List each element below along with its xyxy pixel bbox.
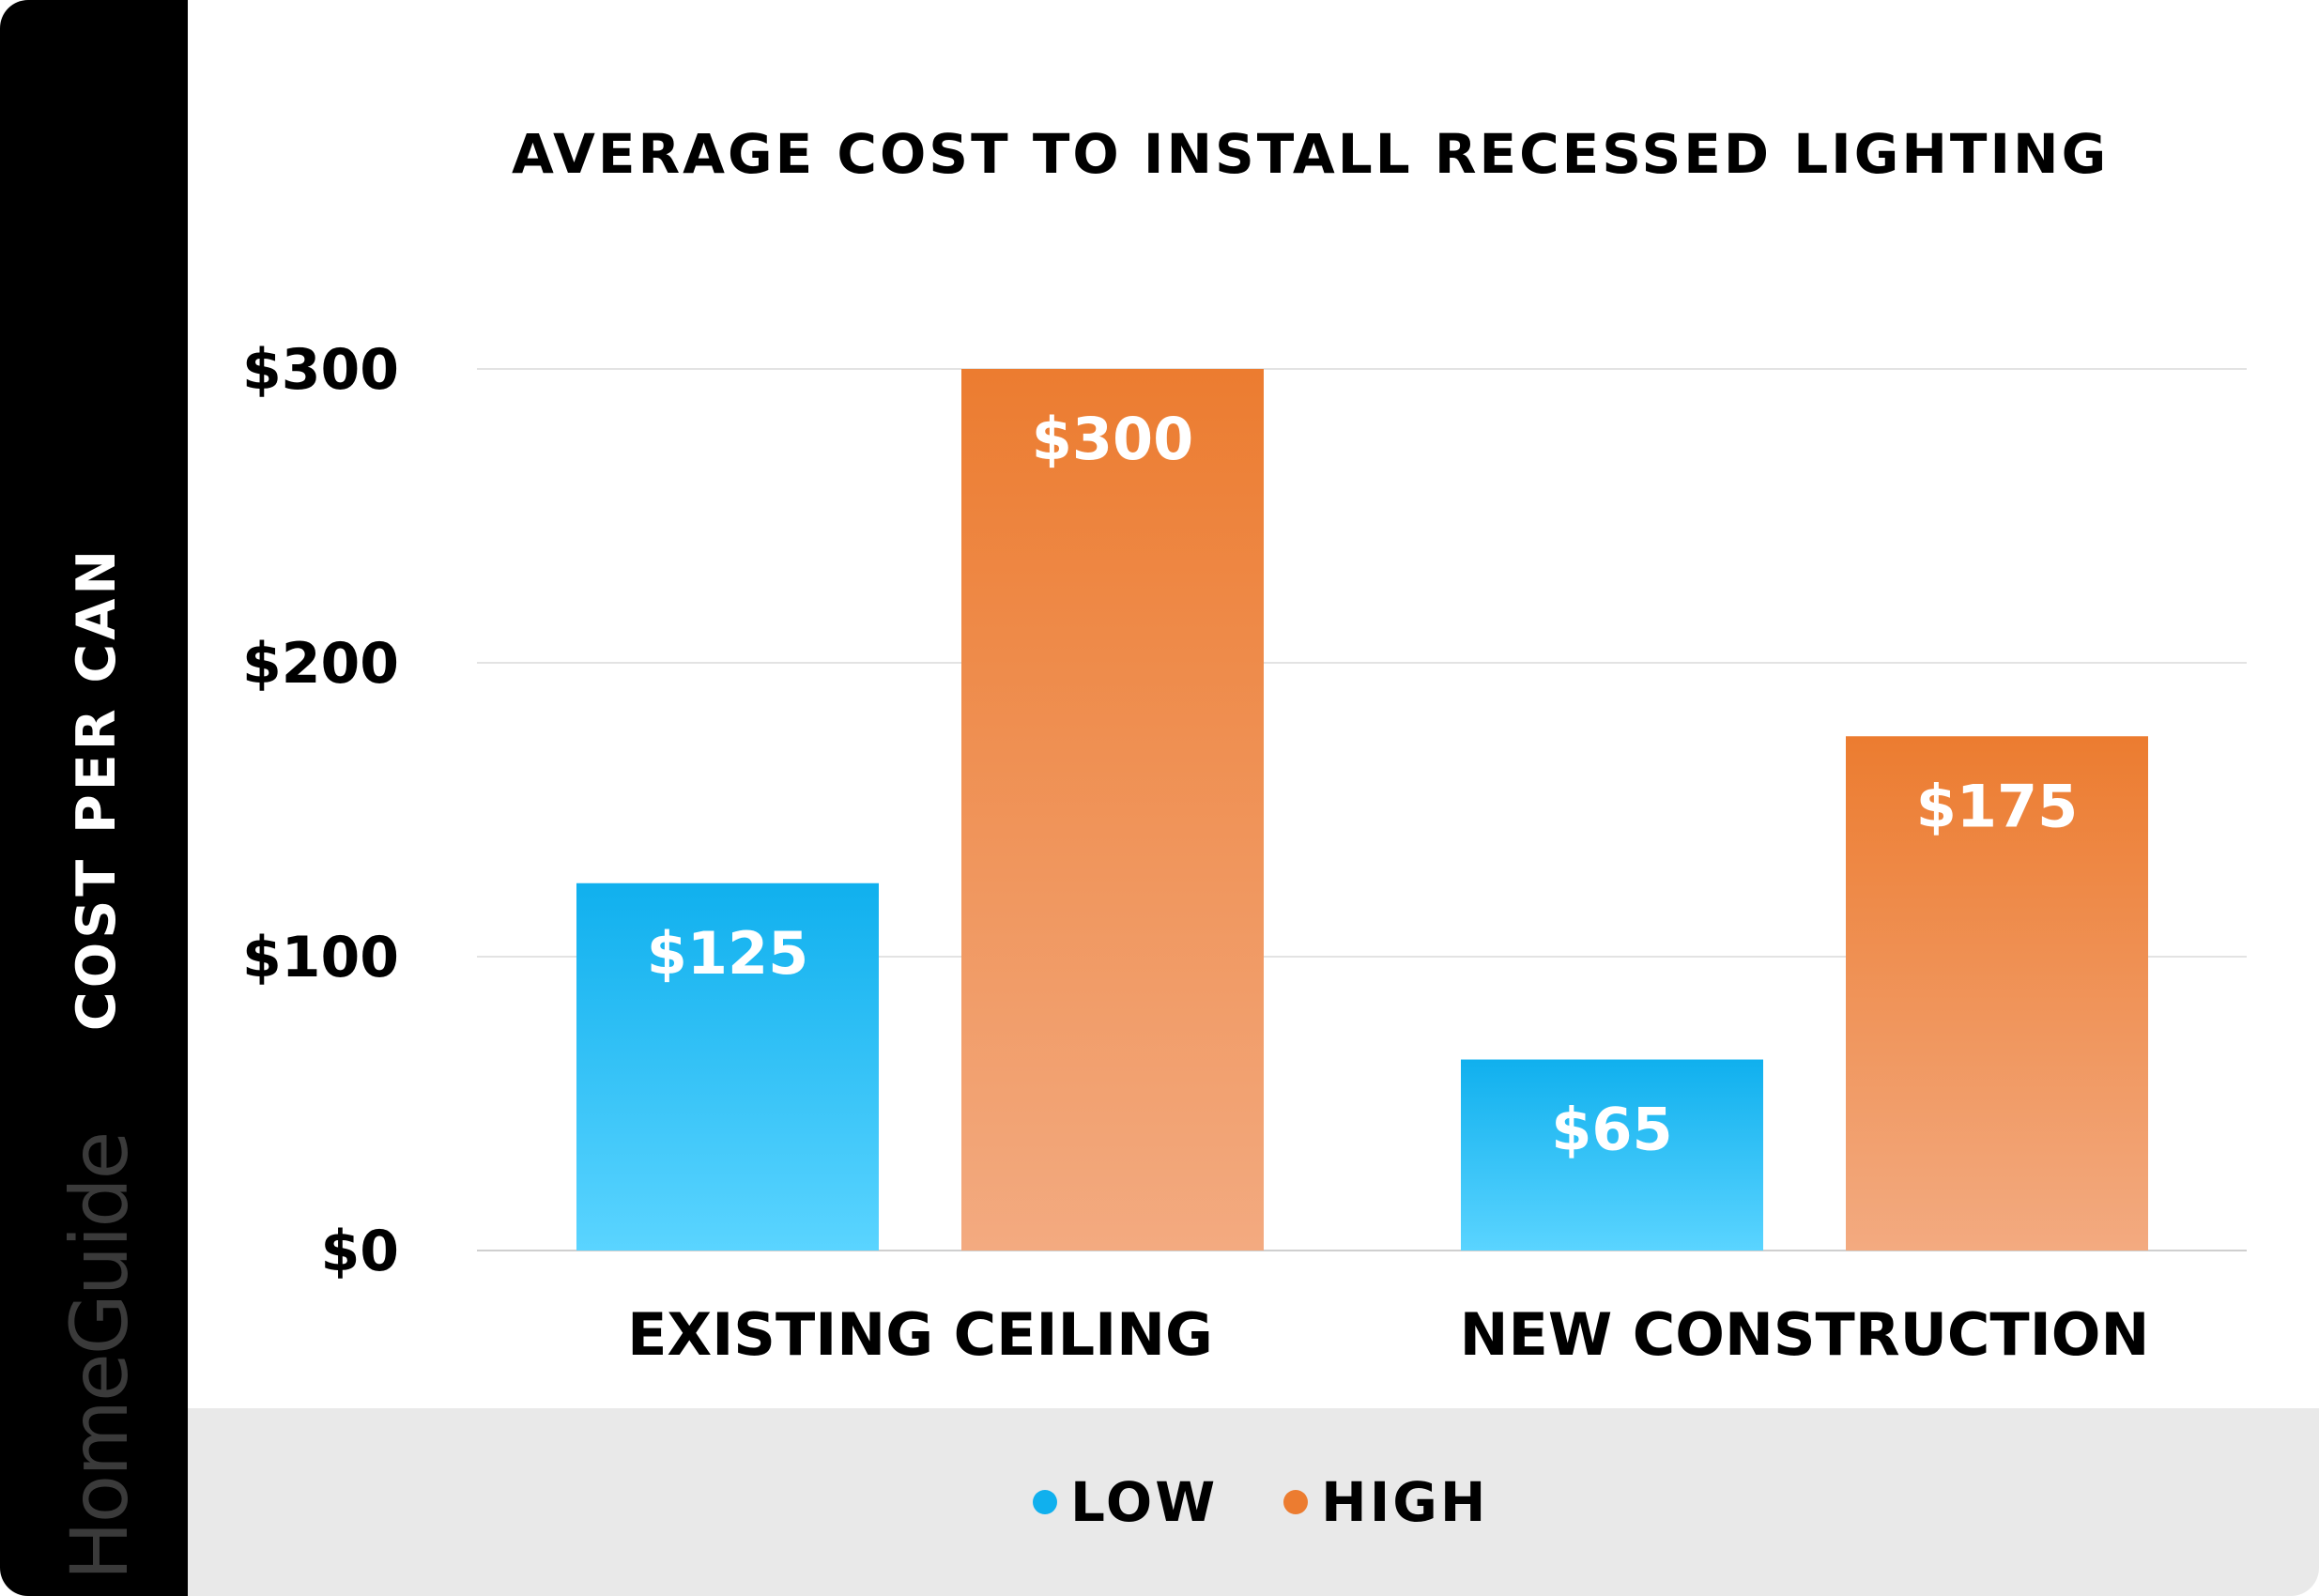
data-label: $300	[1032, 405, 1194, 473]
y-tick-label: $100	[242, 925, 399, 990]
x-category-label: EXISTING CEILING	[627, 1300, 1213, 1369]
legend-swatch-low	[1033, 1490, 1057, 1514]
chart-title: AVERAGE COST TO INSTALL RECESSED LIGHTIN…	[512, 122, 2110, 186]
legend-bar	[188, 1408, 2319, 1596]
legend-item-high: HIGH	[1283, 1470, 1488, 1534]
y-tick-label: $0	[321, 1219, 400, 1284]
bars	[576, 369, 2148, 1251]
bar-low-0	[576, 882, 879, 1251]
data-label: $65	[1551, 1096, 1672, 1164]
legend: LOW HIGH	[1033, 1470, 1488, 1534]
legend-label-low: LOW	[1070, 1470, 1219, 1534]
legend-swatch-high	[1283, 1490, 1309, 1514]
x-category-label: NEW CONSTRUCTION	[1460, 1300, 2150, 1369]
y-tick-label: $300	[242, 337, 399, 403]
data-label: $125	[647, 919, 809, 988]
labels: $0 $100 $200 $300 $125 $300 EXISTING CEILING $6…	[242, 337, 2149, 1369]
y-tick-label: $200	[242, 631, 399, 697]
data-label: $175	[1916, 772, 2079, 840]
bar-high-0	[961, 369, 1264, 1251]
bar-high-1	[1846, 736, 2148, 1251]
sidebar: COST PER CAN HomeGuide	[0, 0, 188, 1596]
legend-item-low: LOW	[1033, 1470, 1218, 1534]
bar-low-1	[1461, 1059, 1763, 1251]
bar-chart: $0 $100 $200 $300 $125 $300 EXISTING CEILING $6…	[242, 337, 2247, 1369]
legend-label-high: HIGH	[1321, 1470, 1489, 1534]
